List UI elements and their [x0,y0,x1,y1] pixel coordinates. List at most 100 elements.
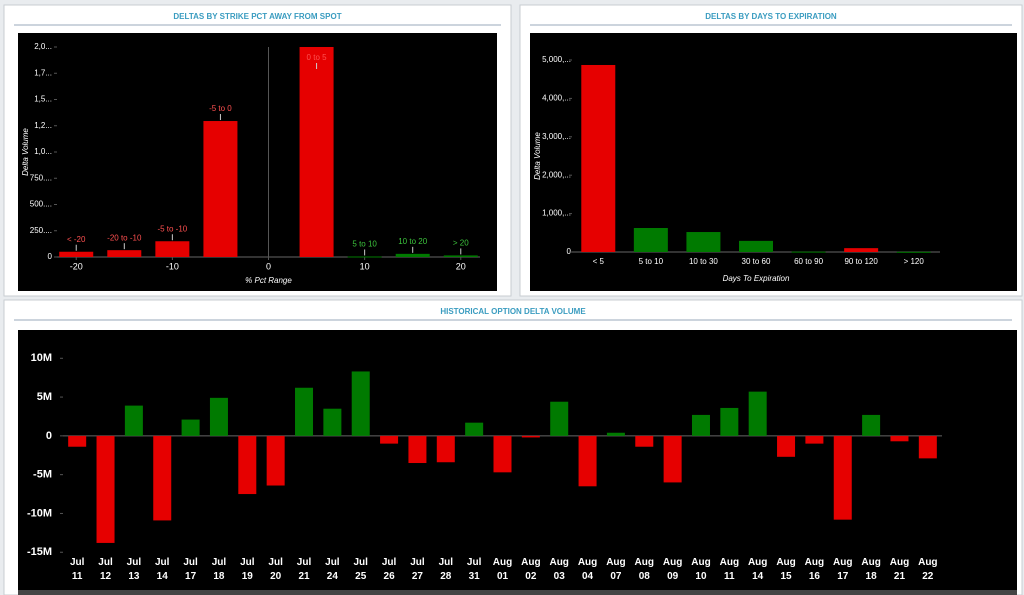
bar [633,228,668,252]
x-tick-label: Aug 07 [606,557,625,582]
x-tick-label: Aug 15 [776,557,795,582]
x-tick-label: 30 to 60 [742,257,771,266]
y-tick-label: 750.... [30,173,52,182]
x-axis-title: % Pct Range [245,276,292,285]
x-tick-label: 10 [360,261,370,271]
y-axis-title: Delta Volume [533,132,542,180]
x-tick-label: Jul 14 [155,557,170,582]
bar [96,435,115,543]
bar-label: 10 to 20 [398,237,427,246]
x-tick-label: Aug 04 [578,557,597,582]
x-tick-label: Jul 31 [467,557,482,582]
bar [59,251,94,257]
plot-area [18,33,497,291]
y-tick-label: 1,7... [34,68,52,77]
bar [739,240,773,252]
bar [408,435,427,464]
x-tick-label: Jul 20 [268,557,283,582]
bar [124,405,143,436]
x-tick-label: Aug 03 [549,557,568,582]
x-tick-label: Jul 12 [98,557,113,582]
bar-label: 0 to 5 [307,53,328,62]
y-tick-label: 3,000,... [542,132,571,141]
bar [686,232,721,252]
y-tick-label: 0 [46,430,52,442]
x-tick-label: Aug 01 [493,557,512,582]
bar-label: -20 to -10 [107,233,142,242]
x-tick-label: Jul 25 [353,557,368,582]
bar [550,401,569,436]
y-tick-label: -5M [33,469,52,481]
chart-title: DELTAS BY DAYS TO EXPIRATION [705,12,837,21]
x-tick-label: Jul 24 [325,557,340,582]
bar [805,435,824,444]
footer-bar [18,590,1017,595]
bar [493,435,512,473]
bar [395,253,430,257]
x-tick-label: Aug 14 [748,557,767,582]
bar [209,397,228,436]
bar [443,255,478,257]
x-tick-label: -10 [166,261,179,271]
bar [844,248,879,252]
bar [578,435,597,487]
x-tick-label: Jul 27 [410,557,425,582]
bar [691,414,710,436]
bar [266,435,285,486]
x-tick-label: 0 [266,261,271,271]
y-tick-label: 0 [48,252,53,261]
y-tick-label: 10M [31,352,52,364]
x-tick-label: Jul 28 [439,557,454,582]
bar [203,121,238,258]
x-tick-label: Jul 13 [127,557,142,582]
x-tick-label: < 5 [593,257,605,266]
bar [323,408,342,436]
x-tick-label: Jul 19 [240,557,255,582]
bar [862,414,881,436]
y-tick-label: 1,000,... [542,209,571,218]
bar-label: > 20 [453,239,469,248]
bar [918,435,937,459]
bar [635,435,654,447]
x-tick-label: > 120 [904,257,925,266]
bar-label: -5 to -10 [157,224,187,233]
bar [351,371,370,436]
y-tick-label: 2,0... [34,42,52,51]
bar-label: < -20 [67,235,86,244]
bar [663,435,682,483]
y-tick-label: 250.... [30,226,52,235]
x-tick-label: Jul 17 [183,557,198,582]
x-tick-label: 60 to 90 [794,257,823,266]
y-tick-label: 5M [37,391,52,403]
chart-title: HISTORICAL OPTION DELTA VOLUME [440,307,586,316]
x-tick-label: Jul 11 [70,557,85,582]
bar-label: 5 to 10 [352,240,377,249]
bar [107,250,142,257]
x-tick-label: Aug 11 [720,557,739,582]
bar [238,435,257,495]
bar [295,387,314,436]
bar [890,435,909,442]
bar [347,256,382,258]
x-tick-label: 5 to 10 [639,257,664,266]
y-tick-label: 5,000,... [542,55,571,64]
x-tick-label: Aug 22 [918,557,937,582]
bar [581,64,616,252]
x-tick-label: 20 [456,261,466,271]
bar [777,435,796,457]
x-tick-label: Jul 21 [297,557,312,582]
bar [153,435,172,521]
x-tick-label: Aug 21 [890,557,909,582]
y-tick-label: 2,000,... [542,170,571,179]
bar [181,419,200,436]
x-tick-label: -20 [70,261,83,271]
x-tick-label: Aug 10 [691,557,710,582]
y-tick-label: -10M [27,507,52,519]
bar [833,435,852,520]
x-tick-label: 90 to 120 [844,257,878,266]
bar [68,435,87,447]
bar [380,435,399,444]
y-tick-label: 4,000,... [542,94,571,103]
chart-title: DELTAS BY STRIKE PCT AWAY FROM SPOT [173,12,341,21]
